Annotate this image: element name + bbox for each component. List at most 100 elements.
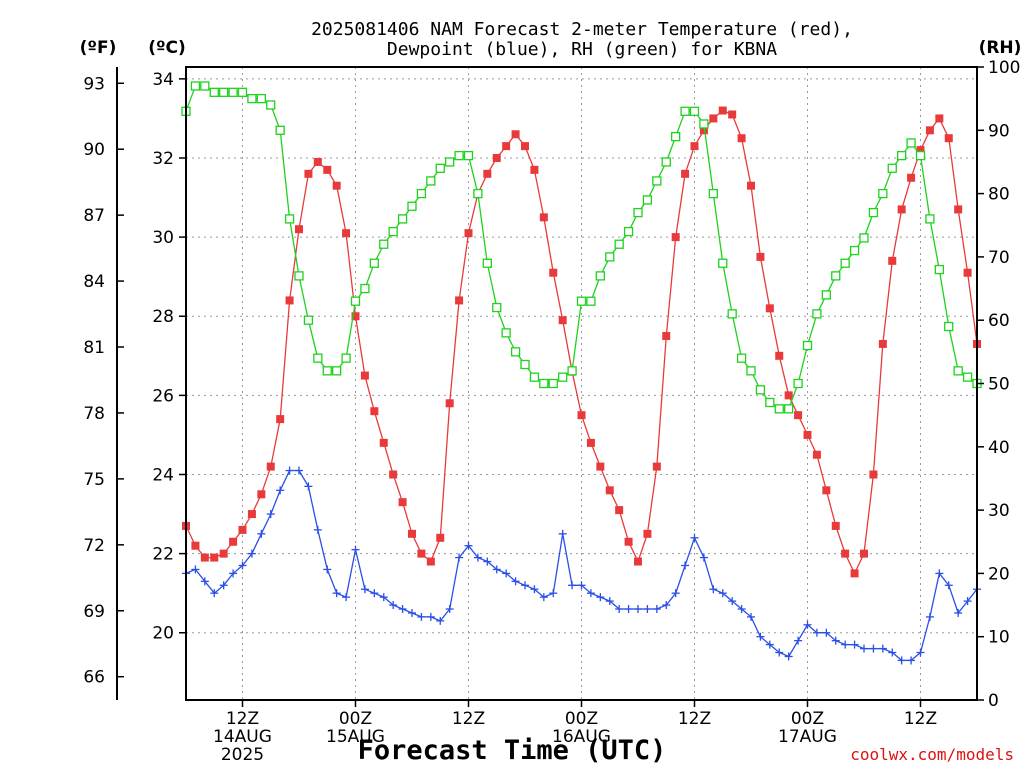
rh-tick-label: 50 bbox=[988, 375, 1010, 395]
temperature-point bbox=[718, 106, 727, 115]
rh-tick-label: 70 bbox=[988, 248, 1010, 268]
dewpoint-point bbox=[558, 529, 567, 538]
temperature-point bbox=[699, 126, 708, 135]
dewpoint-point bbox=[831, 636, 840, 645]
temperature-point bbox=[370, 407, 379, 416]
rh-point bbox=[906, 138, 916, 148]
dewpoint-point bbox=[247, 549, 256, 558]
dewpoint-point bbox=[634, 605, 642, 614]
dewpoint-point bbox=[888, 648, 897, 657]
rh-point bbox=[426, 176, 436, 186]
rh-point bbox=[878, 188, 888, 199]
rh-tick-label: 60 bbox=[988, 311, 1010, 331]
dewpoint-point bbox=[643, 605, 652, 614]
temperature-point bbox=[860, 549, 868, 558]
dewpoint-point bbox=[351, 545, 360, 554]
temperature-point bbox=[323, 165, 332, 174]
temperature-point bbox=[304, 169, 313, 178]
rh-tick-label: 100 bbox=[988, 58, 1020, 78]
x-tick-label: 17AUG bbox=[778, 727, 837, 747]
dewpoint-point bbox=[304, 482, 313, 491]
c-tick-label: 28 bbox=[152, 307, 174, 327]
rh-point bbox=[708, 188, 718, 199]
dewpoint-point bbox=[398, 605, 407, 614]
rh-point bbox=[473, 188, 483, 199]
temperature-point bbox=[464, 229, 473, 238]
c-tick-label: 20 bbox=[152, 624, 174, 644]
dewpoint-point bbox=[841, 640, 850, 649]
rh-point bbox=[454, 150, 464, 161]
dewpoint-point bbox=[511, 577, 520, 586]
rh-point bbox=[567, 366, 577, 376]
dewpoint-point bbox=[775, 648, 784, 657]
temperature-point bbox=[765, 304, 774, 313]
rh-point bbox=[416, 188, 427, 199]
temperature-point bbox=[878, 339, 887, 348]
dewpoint-point bbox=[332, 589, 341, 598]
rh-point bbox=[397, 214, 408, 224]
rh-point bbox=[322, 366, 332, 376]
chart-title-line2: Dewpoint (blue), RH (green) for KBNA bbox=[387, 39, 777, 60]
temperature-point bbox=[850, 569, 859, 578]
temperature-point bbox=[483, 169, 492, 178]
f-tick-label: 87 bbox=[83, 206, 105, 226]
temperature-point bbox=[577, 411, 586, 420]
temperature-point bbox=[775, 351, 784, 360]
dewpoint-point bbox=[530, 585, 539, 594]
dewpoint-point bbox=[869, 644, 878, 653]
temperature-point bbox=[200, 553, 209, 562]
series-line-temperature bbox=[185, 109, 978, 575]
rh-point bbox=[755, 385, 766, 395]
dewpoint-point bbox=[295, 466, 303, 475]
dewpoint-point bbox=[549, 589, 558, 598]
temperature-point bbox=[257, 490, 266, 499]
rh-point bbox=[652, 176, 662, 186]
temperature-point bbox=[643, 529, 652, 538]
temperature-point bbox=[455, 296, 464, 305]
x-tick-label: 14AUG bbox=[213, 727, 272, 747]
rh-point bbox=[887, 163, 897, 173]
rh-point bbox=[247, 94, 257, 104]
dewpoint-point bbox=[426, 612, 435, 621]
rh-point bbox=[736, 353, 747, 363]
rh-tick-label: 30 bbox=[988, 501, 1010, 521]
temperature-point bbox=[662, 332, 671, 341]
rh-point bbox=[821, 290, 831, 300]
rh-point bbox=[294, 271, 304, 281]
dewpoint-point bbox=[747, 612, 755, 621]
temperature-point bbox=[907, 173, 916, 182]
x-tick-label: 16AUG bbox=[552, 727, 611, 747]
f-tick-label: 93 bbox=[83, 74, 105, 94]
temperature-point bbox=[681, 169, 690, 178]
dewpoint-point bbox=[907, 656, 916, 665]
dewpoint-point bbox=[238, 561, 247, 570]
series-temperature bbox=[182, 106, 981, 578]
f-tick-label: 75 bbox=[83, 470, 105, 490]
dewpoint-point bbox=[521, 581, 529, 590]
temperature-point bbox=[238, 525, 247, 534]
series-dewpoint bbox=[182, 466, 981, 665]
rh-point bbox=[774, 404, 784, 414]
rh-point bbox=[407, 201, 417, 211]
dewpoint-point bbox=[323, 565, 332, 574]
dewpoint-point bbox=[690, 533, 699, 542]
temperature-point bbox=[426, 557, 435, 566]
rh-point bbox=[360, 283, 370, 294]
temperature-point bbox=[652, 462, 661, 471]
rh-point bbox=[849, 245, 860, 256]
temperature-point bbox=[737, 134, 746, 143]
dewpoint-point bbox=[492, 565, 501, 574]
rh-point bbox=[529, 372, 540, 382]
f-tick-label: 69 bbox=[83, 602, 105, 622]
temperature-point bbox=[728, 110, 737, 119]
rh-point bbox=[915, 150, 926, 161]
dewpoint-point bbox=[539, 593, 548, 602]
dewpoint-point bbox=[878, 644, 887, 653]
dewpoint-point bbox=[812, 628, 821, 637]
f-tick-label: 81 bbox=[83, 338, 105, 358]
temperature-point bbox=[285, 296, 294, 305]
rh-point bbox=[840, 258, 850, 268]
temperature-point bbox=[822, 486, 831, 495]
dewpoint-point bbox=[417, 612, 426, 621]
dewpoint-point bbox=[954, 608, 963, 617]
